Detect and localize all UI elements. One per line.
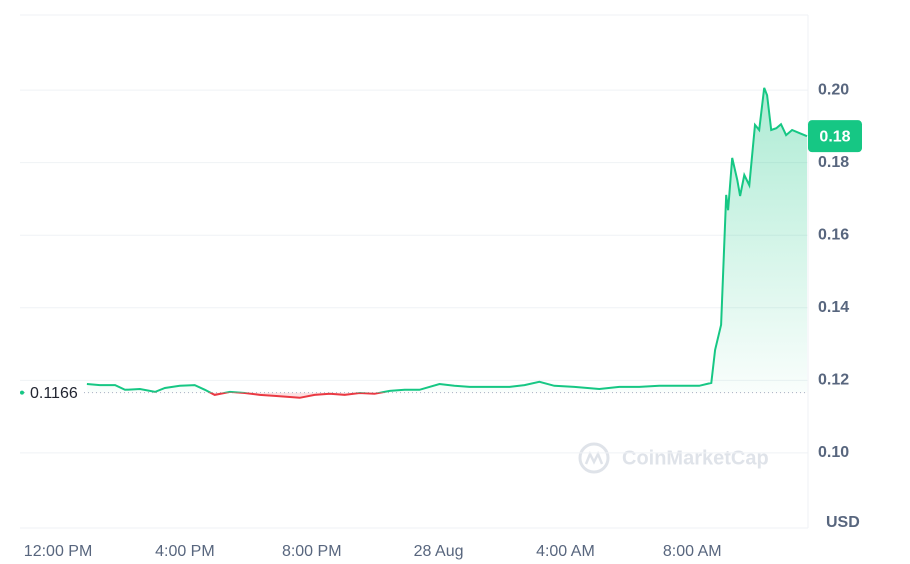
y-tick-label: 0.18 [818, 154, 849, 171]
area-up [86, 87, 808, 393]
price-tag [808, 120, 862, 153]
x-tick-label: 12:00 PM [24, 543, 92, 560]
line-up [86, 87, 808, 393]
y-tick-label: 0.14 [818, 299, 849, 316]
baseline-label: 0.1166 [30, 385, 78, 402]
watermark-text: CoinMarketCap [622, 447, 769, 469]
area-down [210, 392, 381, 398]
y-tick-label: 0.10 [818, 444, 849, 461]
x-tick-label: 4:00 AM [536, 543, 595, 560]
x-tick-label: 28 Aug [414, 543, 464, 560]
x-tick-label: 4:00 PM [155, 543, 215, 560]
y-tick-label: 0.16 [818, 226, 849, 243]
x-tick-label: 8:00 PM [282, 543, 342, 560]
line-down [153, 392, 386, 399]
baseline-label-bg [26, 381, 84, 404]
x-tick-label: 8:00 AM [663, 543, 722, 560]
baseline-dot [20, 390, 24, 395]
y-tick-label: 0.12 [818, 372, 849, 389]
unit-label: USD [826, 514, 860, 531]
y-tick-label: 0.20 [818, 81, 849, 98]
watermark: CoinMarketCap [578, 442, 769, 474]
price-tag-label: 0.18 [819, 128, 850, 145]
